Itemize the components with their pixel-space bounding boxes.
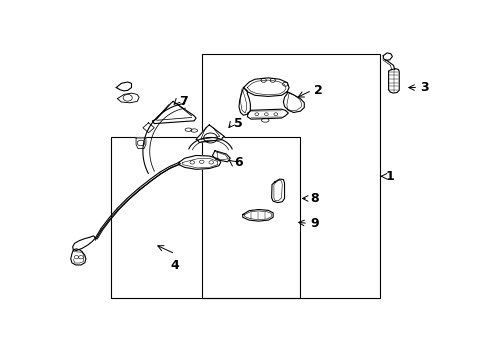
- Text: 8: 8: [310, 192, 318, 205]
- Polygon shape: [283, 92, 304, 112]
- Polygon shape: [179, 156, 220, 169]
- Polygon shape: [152, 102, 196, 123]
- Polygon shape: [143, 123, 154, 133]
- Polygon shape: [271, 179, 285, 203]
- Text: 9: 9: [310, 217, 318, 230]
- Polygon shape: [71, 249, 86, 265]
- Polygon shape: [73, 236, 96, 251]
- Text: 3: 3: [420, 81, 429, 94]
- Polygon shape: [247, 109, 288, 119]
- Polygon shape: [212, 151, 230, 162]
- Polygon shape: [136, 138, 146, 149]
- Text: 2: 2: [314, 84, 322, 97]
- Polygon shape: [118, 93, 139, 103]
- Polygon shape: [243, 210, 273, 221]
- Polygon shape: [244, 78, 289, 96]
- Polygon shape: [389, 69, 399, 93]
- Text: 6: 6: [234, 156, 243, 169]
- Polygon shape: [196, 125, 224, 143]
- Polygon shape: [383, 53, 392, 60]
- Bar: [111, 138, 300, 298]
- Text: 4: 4: [171, 260, 179, 273]
- Polygon shape: [116, 82, 131, 91]
- Polygon shape: [239, 87, 250, 115]
- Bar: [202, 54, 380, 298]
- Text: 1: 1: [386, 170, 394, 183]
- Text: 7: 7: [179, 95, 188, 108]
- Text: 5: 5: [234, 117, 243, 130]
